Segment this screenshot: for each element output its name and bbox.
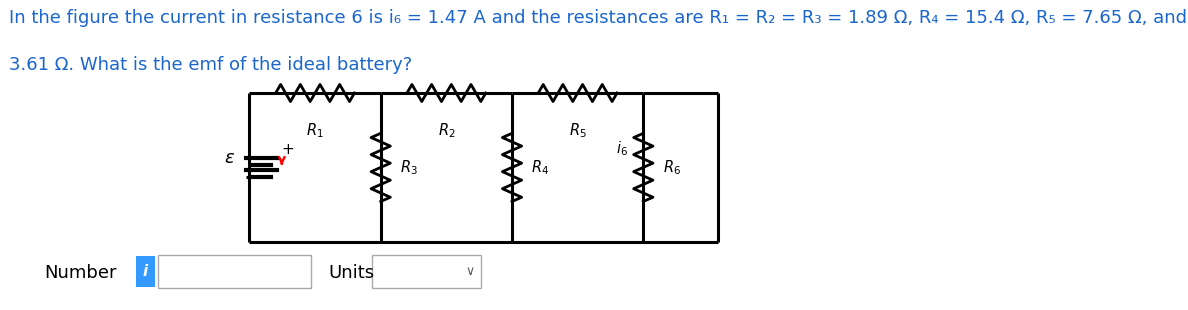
Text: Number: Number xyxy=(44,264,116,282)
FancyBboxPatch shape xyxy=(158,255,311,288)
Text: $R_6$: $R_6$ xyxy=(663,158,681,177)
Text: In the figure the current in resistance 6 is i₆ = 1.47 A and the resistances are: In the figure the current in resistance … xyxy=(8,9,1188,27)
Text: $R_1$: $R_1$ xyxy=(307,121,324,140)
Text: 3.61 Ω. What is the emf of the ideal battery?: 3.61 Ω. What is the emf of the ideal bat… xyxy=(8,56,412,74)
Text: $R_2$: $R_2$ xyxy=(437,121,455,140)
Text: $R_4$: $R_4$ xyxy=(531,158,549,177)
Text: $R_3$: $R_3$ xyxy=(400,158,418,177)
Text: $R_5$: $R_5$ xyxy=(569,121,587,140)
FancyBboxPatch shape xyxy=(135,256,154,287)
Text: ε: ε xyxy=(225,149,234,167)
Text: $i_6$: $i_6$ xyxy=(615,140,627,158)
Text: i: i xyxy=(143,264,148,279)
Text: +: + xyxy=(282,142,295,157)
FancyBboxPatch shape xyxy=(372,255,481,288)
Text: Units: Units xyxy=(328,264,374,282)
Text: ∨: ∨ xyxy=(466,265,474,278)
